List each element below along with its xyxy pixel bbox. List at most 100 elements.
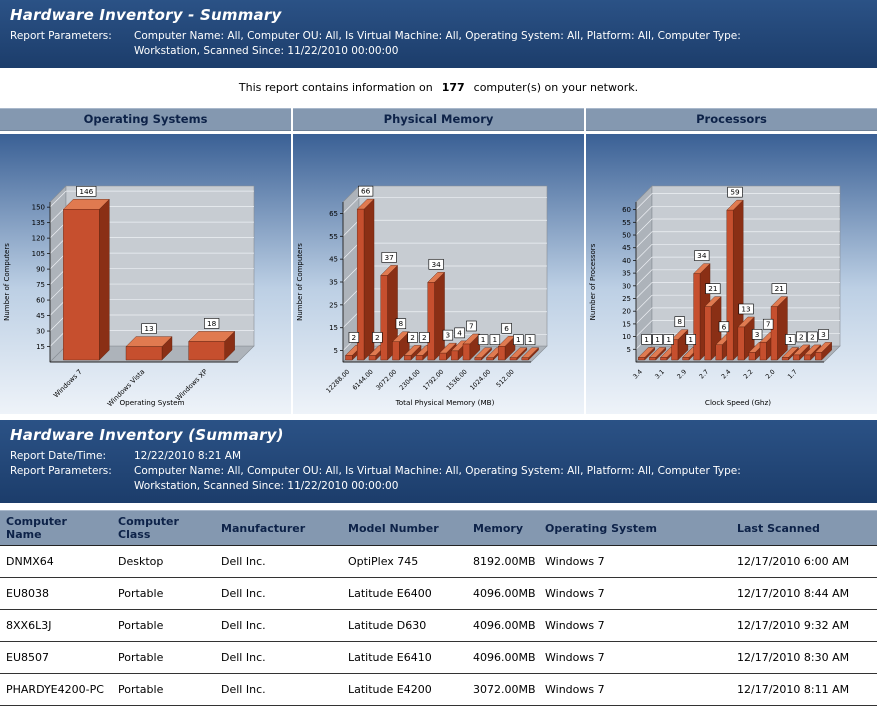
svg-text:135: 135 bbox=[32, 219, 45, 227]
table-cell: 4096.00MB bbox=[467, 641, 539, 674]
chart-processors: Processors 5 10 15 20 25 30 35 40 45 50 55 60 3.4 3.1… bbox=[586, 108, 877, 414]
svg-text:75: 75 bbox=[36, 281, 45, 289]
chart-bar bbox=[392, 341, 400, 361]
svg-text:50: 50 bbox=[622, 232, 631, 240]
column-header: Computer Class bbox=[112, 510, 215, 546]
svg-text:146: 146 bbox=[79, 187, 93, 196]
bar-value-box bbox=[407, 332, 418, 343]
table-cell: Dell Inc. bbox=[215, 609, 342, 642]
table-cell: Windows 7 bbox=[539, 641, 731, 674]
table-cell: Dell Inc. bbox=[215, 577, 342, 610]
svg-text:2: 2 bbox=[352, 333, 357, 342]
chart-canvas-physical-memory: 5 15 25 35 45 55 65 12288.00 6144.00 3072.00 2304.… bbox=[293, 134, 584, 414]
chart-bar bbox=[404, 355, 412, 361]
chart-bar bbox=[726, 209, 734, 361]
svg-text:3: 3 bbox=[821, 330, 826, 339]
chart-operating-systems: Operating Systems 15 30 45 60 75 90 105 120 135 1… bbox=[0, 108, 291, 414]
table-cell: 8192.00MB bbox=[467, 545, 539, 578]
table-cell: 4096.00MB bbox=[467, 609, 539, 642]
bar-side bbox=[434, 271, 445, 361]
bar-value-box bbox=[358, 185, 374, 197]
x-axis-title: Operating System bbox=[119, 398, 184, 407]
summary-table: Computer Name Computer Class Manufacturer M… bbox=[0, 510, 877, 706]
x-axis-title: Total Physical Memory (MB) bbox=[395, 398, 495, 407]
bar-value-box bbox=[785, 334, 796, 345]
svg-text:55: 55 bbox=[329, 233, 338, 241]
x-axis-title: Clock Speed (Ghz) bbox=[705, 398, 771, 407]
svg-text:34: 34 bbox=[697, 251, 707, 260]
chart-bar bbox=[427, 282, 435, 361]
bar-value-box bbox=[348, 332, 360, 343]
params-line1: Computer Name: All, Computer OU: All, Is… bbox=[134, 30, 741, 42]
bar-value-box bbox=[489, 334, 501, 346]
chart-bar bbox=[704, 306, 712, 361]
svg-text:13: 13 bbox=[741, 304, 751, 313]
table-cell: Dell Inc. bbox=[215, 545, 342, 578]
chart-bar bbox=[638, 357, 645, 361]
chart-bar bbox=[451, 350, 459, 361]
svg-text:35: 35 bbox=[622, 270, 631, 278]
table-cell: Windows 7 bbox=[539, 577, 731, 610]
params-text: Computer Name: All, Computer OU: All, Is… bbox=[134, 464, 867, 494]
table-row: EU8507 Portable Dell Inc. Latitude E6410 409… bbox=[0, 641, 877, 674]
svg-text:2: 2 bbox=[810, 332, 815, 341]
svg-text:3: 3 bbox=[446, 331, 451, 340]
bar-value-box bbox=[204, 318, 220, 329]
report-date-label: Report Date/Time: bbox=[10, 450, 107, 462]
column-header: Model Number bbox=[342, 510, 467, 546]
params-line1: Computer Name: All, Computer OU: All, Is… bbox=[134, 465, 741, 477]
svg-text:15: 15 bbox=[622, 320, 631, 328]
svg-text:8: 8 bbox=[677, 317, 682, 326]
table-cell: Windows 7 bbox=[539, 545, 731, 578]
info-line: This report contains information on 177 co… bbox=[0, 81, 877, 94]
svg-text:1: 1 bbox=[644, 335, 649, 344]
svg-text:6: 6 bbox=[504, 324, 509, 333]
column-header: Operating System bbox=[539, 510, 731, 546]
table-row: PHARDYE4200-PC Portable Dell Inc. Latitude … bbox=[0, 673, 877, 706]
report-date-value: 12/22/2010 8:21 AM bbox=[134, 450, 242, 462]
chart-canvas-processors: 5 10 15 20 25 30 35 40 45 50 55 60 3.4 3.1 2.9 2.7 2.4 2.… bbox=[586, 134, 877, 414]
chart-bar bbox=[486, 357, 494, 361]
table-cell: 12/17/2010 8:11 AM bbox=[731, 673, 877, 706]
table-cell: 8XX6L3J bbox=[0, 609, 112, 642]
summary-parameters: Report Parameters: Computer Name: All, C… bbox=[10, 29, 867, 59]
info-suffix: computer(s) on your network. bbox=[473, 81, 639, 94]
summary-title: Hardware Inventory - Summary bbox=[10, 6, 282, 24]
svg-text:105: 105 bbox=[32, 250, 45, 258]
detail-header: Hardware Inventory (Summary) Report Date… bbox=[0, 420, 877, 503]
svg-text:60: 60 bbox=[36, 297, 45, 305]
table-cell: 12/17/2010 9:32 AM bbox=[731, 609, 877, 642]
params-text: Computer Name: All, Computer OU: All, Is… bbox=[134, 29, 867, 59]
svg-text:35: 35 bbox=[329, 279, 338, 287]
svg-text:45: 45 bbox=[622, 244, 631, 252]
svg-text:66: 66 bbox=[361, 187, 371, 196]
svg-text:21: 21 bbox=[708, 284, 717, 293]
table-cell: 12/17/2010 8:44 AM bbox=[731, 577, 877, 610]
bar-value-box bbox=[501, 322, 512, 334]
svg-text:120: 120 bbox=[32, 235, 45, 243]
svg-text:7: 7 bbox=[469, 322, 474, 331]
svg-text:2: 2 bbox=[410, 333, 415, 342]
svg-text:10: 10 bbox=[622, 333, 631, 341]
table-cell: 3072.00MB bbox=[467, 673, 539, 706]
svg-text:45: 45 bbox=[36, 312, 45, 320]
bar-value-box bbox=[674, 316, 685, 327]
table-cell: Desktop bbox=[112, 545, 215, 578]
svg-text:34: 34 bbox=[431, 260, 441, 269]
chart-title-processors: Processors bbox=[586, 108, 877, 131]
svg-text:5: 5 bbox=[334, 347, 338, 355]
table-cell: 12/17/2010 6:00 AM bbox=[731, 545, 877, 578]
y-axis-title: Number of Processors bbox=[589, 243, 597, 320]
table-header-row: Computer Name Computer Class Manufacturer M… bbox=[0, 510, 877, 546]
chart-physical-memory: Physical Memory 5 15 25 35 45 55 65 12288.00 614… bbox=[293, 108, 584, 414]
bar-value-box bbox=[818, 329, 829, 340]
table-cell: Latitude E4200 bbox=[342, 673, 467, 706]
svg-text:45: 45 bbox=[329, 256, 338, 264]
svg-text:5: 5 bbox=[627, 346, 631, 354]
svg-text:4: 4 bbox=[457, 328, 462, 337]
svg-text:30: 30 bbox=[36, 328, 45, 336]
